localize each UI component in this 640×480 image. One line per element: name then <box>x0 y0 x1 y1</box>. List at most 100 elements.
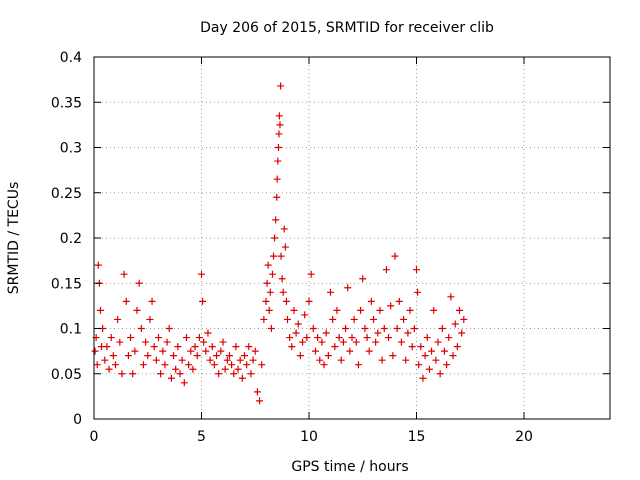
data-point <box>430 306 438 314</box>
data-point <box>370 315 377 323</box>
data-point <box>185 361 193 369</box>
data-point <box>271 234 279 242</box>
data-point <box>408 343 416 351</box>
data-point <box>217 347 225 355</box>
data-point <box>241 352 248 360</box>
data-point <box>228 361 236 369</box>
y-tick-label: 0.1 <box>60 322 82 338</box>
y-tick-label: 0 <box>73 412 82 428</box>
data-point <box>286 334 294 342</box>
data-point <box>378 356 386 364</box>
x-tick-label: 0 <box>90 429 99 445</box>
data-point <box>163 338 171 346</box>
data-point <box>122 297 130 305</box>
data-point <box>137 325 145 332</box>
data-point <box>105 365 113 373</box>
grid-lines <box>94 57 610 419</box>
data-point <box>187 347 195 355</box>
data-point <box>337 356 345 364</box>
data-point <box>93 361 101 369</box>
data-point <box>150 343 158 351</box>
data-point <box>357 306 365 314</box>
data-point <box>178 356 186 364</box>
data-point <box>419 374 427 382</box>
x-tick-label: 15 <box>408 429 426 445</box>
y-tick-label: 0.05 <box>51 367 82 383</box>
data-point <box>133 306 141 314</box>
data-point <box>453 343 461 351</box>
data-point <box>272 216 280 224</box>
data-point <box>346 347 354 355</box>
data-point <box>258 361 266 369</box>
data-point <box>367 297 375 305</box>
data-point <box>176 370 184 378</box>
data-point <box>139 361 147 369</box>
data-point <box>417 343 425 351</box>
data-point <box>234 365 242 373</box>
data-point <box>206 356 214 364</box>
y-axis-label: SRMTID / TECUs <box>6 182 22 295</box>
data-point <box>189 365 197 373</box>
data-point <box>280 225 288 233</box>
data-point <box>157 370 165 378</box>
y-tick-label: 0.25 <box>51 186 82 202</box>
x-tick-label: 10 <box>300 429 318 445</box>
data-point <box>324 352 332 360</box>
data-point <box>221 365 229 373</box>
data-point <box>256 397 264 405</box>
data-point <box>361 325 369 332</box>
data-point <box>265 306 273 314</box>
data-point <box>329 315 337 323</box>
data-point <box>172 365 180 373</box>
data-point <box>263 279 271 287</box>
data-point <box>438 325 446 332</box>
data-point <box>103 343 111 351</box>
data-point <box>436 370 444 378</box>
data-point <box>391 252 399 260</box>
data-point <box>204 329 212 337</box>
data-point <box>107 334 115 342</box>
data-point <box>213 352 221 360</box>
data-point <box>279 288 287 296</box>
data-point <box>415 361 423 369</box>
data-point <box>219 338 227 346</box>
data-point <box>155 334 162 342</box>
data-point <box>273 193 281 201</box>
data-point <box>200 338 208 346</box>
data-point <box>260 315 268 323</box>
data-point <box>266 288 274 296</box>
data-point <box>135 279 143 287</box>
data-point <box>385 334 393 342</box>
data-point <box>445 334 453 342</box>
y-tick-label: 0.35 <box>51 95 82 111</box>
data-point <box>344 284 352 292</box>
data-point <box>167 374 175 382</box>
data-point <box>118 370 126 378</box>
data-point <box>350 315 358 323</box>
data-point <box>307 270 315 278</box>
y-tick-label: 0.15 <box>51 276 82 292</box>
data-point <box>354 361 362 369</box>
data-point <box>318 338 326 346</box>
data-point <box>262 297 270 305</box>
data-point <box>348 334 356 342</box>
data-point <box>225 352 233 360</box>
data-point <box>363 334 371 342</box>
data-point <box>421 352 429 360</box>
data-point <box>413 266 420 274</box>
data-point <box>296 352 304 360</box>
data-point <box>101 356 109 364</box>
data-point <box>423 334 431 342</box>
data-point <box>434 338 442 346</box>
x-axis-label: GPS time / hours <box>291 459 408 475</box>
data-point <box>316 356 324 364</box>
data-point <box>236 356 244 364</box>
data-point <box>292 329 300 337</box>
data-point <box>253 388 261 396</box>
data-point <box>282 297 290 305</box>
data-point <box>124 352 132 360</box>
data-point <box>460 315 468 323</box>
data-point <box>170 352 178 360</box>
data-point <box>120 270 128 278</box>
data-point <box>268 270 276 278</box>
